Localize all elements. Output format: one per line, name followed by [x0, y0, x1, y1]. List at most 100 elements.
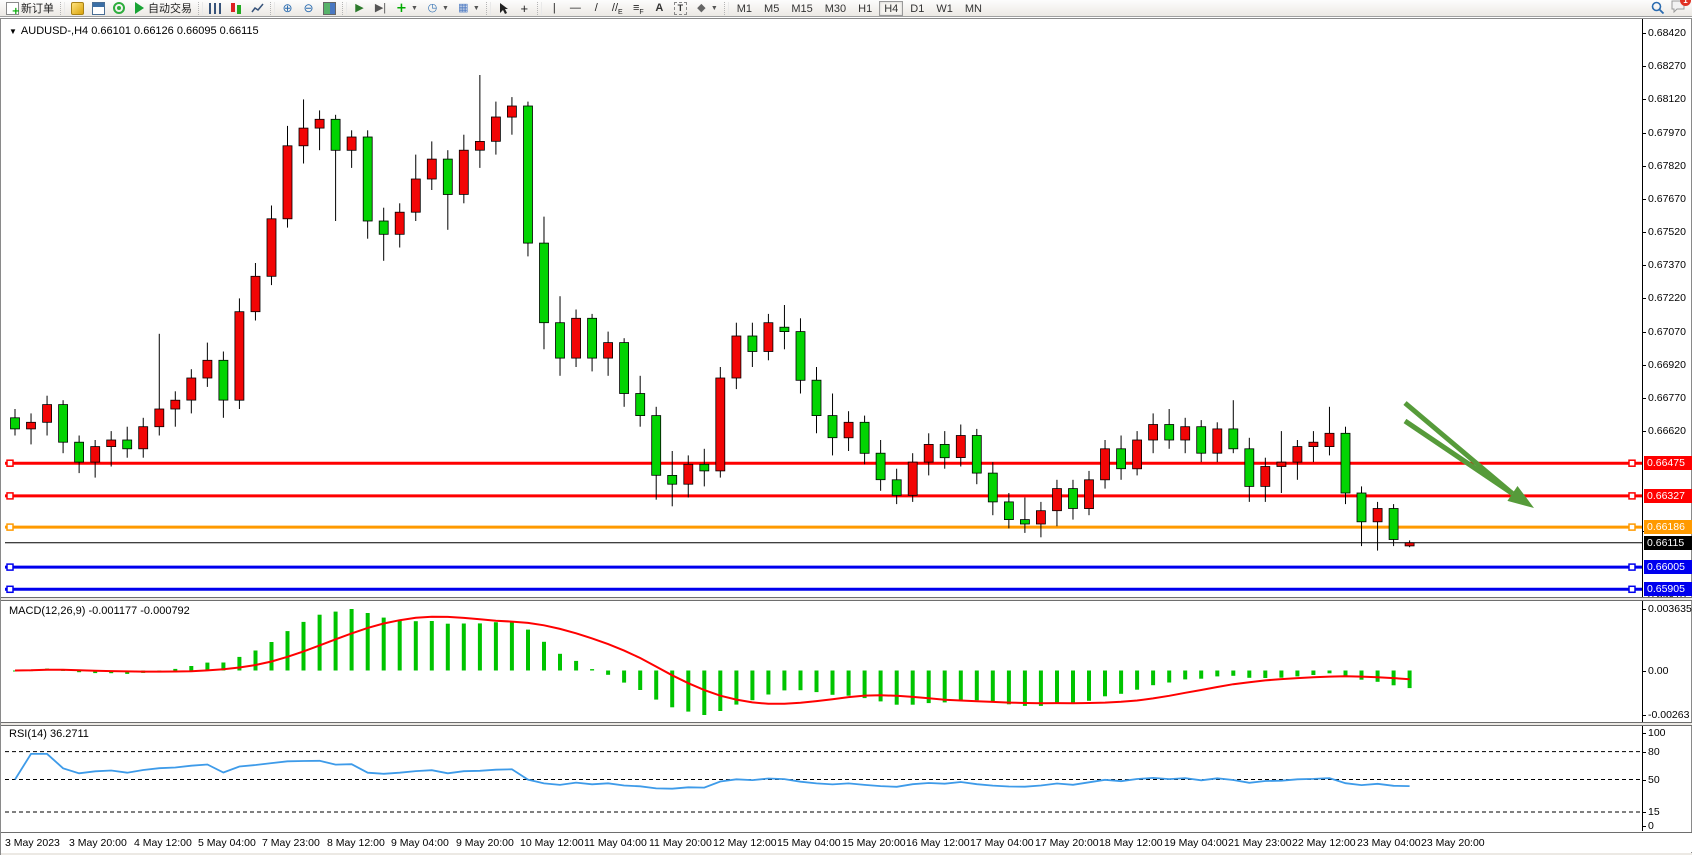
zoom-in-button[interactable]: ⊕: [277, 1, 298, 16]
price-tick-label: 0.67520: [1648, 226, 1686, 238]
tile-windows-button[interactable]: [319, 1, 340, 16]
candlestick-chart-button[interactable]: [226, 1, 247, 16]
axis-tick-mark: [1642, 733, 1646, 734]
line-price-label: 0.66475: [1644, 456, 1692, 470]
separator: [270, 1, 275, 15]
pane-separator[interactable]: [1, 597, 1692, 601]
time-tick-label: 21 May 23:00: [1228, 837, 1292, 849]
line-chart-button[interactable]: [247, 1, 268, 16]
horizontal-line-object[interactable]: [5, 585, 1642, 594]
line-handle[interactable]: [6, 523, 14, 531]
collapse-triangle-icon[interactable]: ▼: [9, 27, 17, 36]
axis-tick-mark: [1642, 715, 1646, 716]
cursor-tool-button[interactable]: [493, 1, 514, 16]
fibonacci-tool-button[interactable]: ≡F: [628, 1, 649, 16]
signal-icon: [113, 2, 125, 14]
timeframe-button-m1[interactable]: M1: [736, 2, 753, 15]
chart-shift-icon: ▶|: [374, 1, 387, 14]
timeframe-button-m5[interactable]: M5: [764, 2, 780, 15]
timeframe-button-d1[interactable]: D1: [910, 2, 925, 15]
templates-button[interactable]: ▦ ▼: [453, 1, 484, 16]
macd-tick-label: -0.00263: [1648, 709, 1690, 721]
line-handle[interactable]: [1628, 459, 1636, 467]
time-tick-label: 8 May 12:00: [327, 837, 385, 849]
auto-scroll-button[interactable]: ▶: [349, 1, 370, 16]
notifications-button[interactable]: 1: [1671, 0, 1691, 16]
indicators-button[interactable]: + ▼: [391, 1, 422, 16]
zoom-out-button[interactable]: ⊖: [298, 1, 319, 16]
timeframe-button-w1[interactable]: W1: [936, 2, 953, 15]
crosshair-icon: +: [520, 0, 529, 16]
trend-arrow-annotation[interactable]: [1403, 401, 1534, 508]
label-tool-button[interactable]: T: [670, 1, 691, 16]
line-handle[interactable]: [1628, 523, 1636, 531]
line-handle[interactable]: [6, 492, 14, 500]
axis-tick-mark: [1642, 232, 1646, 233]
line-handle[interactable]: [1628, 585, 1636, 594]
time-tick-label: 9 May 20:00: [456, 837, 514, 849]
axis-tick-mark: [1642, 133, 1646, 134]
tile-windows-icon: [323, 1, 336, 15]
text-tool-button[interactable]: A: [649, 1, 670, 16]
line-handle[interactable]: [6, 585, 14, 594]
timeframe-button-h4[interactable]: H4: [879, 0, 904, 16]
time-tick-label: 17 May 04:00: [970, 837, 1034, 849]
autotrading-play-icon: [135, 2, 144, 14]
horizontal-line-object[interactable]: [5, 492, 1642, 500]
bar-chart-button[interactable]: [205, 1, 226, 16]
rsi-tick-label: 0: [1648, 820, 1654, 832]
price-tick-label: 0.66920: [1648, 359, 1686, 371]
channel-tool-button[interactable]: //E: [607, 1, 628, 16]
horizontal-line-object[interactable]: [5, 563, 1642, 571]
price-axis-border: [1642, 19, 1643, 831]
market-watch-button[interactable]: [88, 1, 109, 16]
line-handle[interactable]: [6, 563, 14, 571]
horizontal-line-tool-button[interactable]: —: [565, 1, 586, 16]
search-icon[interactable]: [1651, 1, 1665, 15]
pane-separator[interactable]: [1, 722, 1692, 726]
arrows-tool-button[interactable]: ◆ ▼: [691, 1, 722, 16]
timeframe-button-mn[interactable]: MN: [964, 2, 982, 15]
timeframe-button-h1[interactable]: H1: [858, 2, 873, 15]
chart-window[interactable]: ▼ AUDUSD-,H4 0.66101 0.66126 0.66095 0.66…: [0, 18, 1692, 855]
line-handle[interactable]: [6, 459, 14, 467]
price-tick-label: 0.67820: [1648, 160, 1686, 172]
time-tick-label: 17 May 20:00: [1035, 837, 1099, 849]
styles-button[interactable]: [67, 1, 88, 16]
line-handle[interactable]: [1628, 563, 1636, 571]
axis-tick-mark: [1642, 166, 1646, 167]
timeframe-button-m30[interactable]: M30: [824, 2, 847, 15]
time-tick-label: 11 May 04:00: [584, 837, 647, 849]
separator: [485, 1, 491, 15]
horizontal-line-object[interactable]: [5, 523, 1642, 531]
trendline-tool-button[interactable]: /: [586, 1, 607, 16]
time-tick-label: 11 May 20:00: [649, 837, 712, 849]
line-handle[interactable]: [1628, 492, 1636, 500]
time-axis[interactable]: 3 May 2023 3 May 20:00 4 May 12:00 5 May 04…: [1, 832, 1692, 852]
chart-shift-button[interactable]: ▶|: [370, 1, 391, 16]
new-order-button[interactable]: + 新订单: [2, 1, 58, 16]
periods-button[interactable]: ◷ ▼: [422, 1, 453, 16]
rsi-tick-label: 50: [1648, 774, 1660, 786]
price-tick-label: 0.67070: [1648, 326, 1686, 338]
time-tick-label: 23 May 04:00: [1357, 837, 1421, 849]
horizontal-line-object[interactable]: [5, 459, 1642, 467]
vertical-line-tool-button[interactable]: |: [544, 1, 565, 16]
timeframe-button-m15[interactable]: M15: [791, 2, 813, 15]
axis-tick-mark: [1642, 33, 1646, 34]
chart-title: ▼ AUDUSD-,H4 0.66101 0.66126 0.66095 0.66…: [9, 25, 259, 37]
signals-button[interactable]: [109, 1, 129, 16]
price-tick-label: 0.68120: [1648, 93, 1686, 105]
time-tick-label: 5 May 04:00: [198, 837, 256, 849]
market-watch-icon: [92, 1, 105, 15]
template-icon: ▦: [458, 1, 469, 14]
price-tick-label: 0.68420: [1648, 27, 1686, 39]
crosshair-tool-button[interactable]: +: [514, 1, 535, 16]
time-tick-label: 22 May 12:00: [1292, 837, 1356, 849]
autotrading-button[interactable]: 自动交易: [129, 1, 196, 16]
axis-tick-mark: [1642, 398, 1646, 399]
text-tool-icon: A: [655, 1, 664, 14]
chart-plot[interactable]: [1, 19, 1692, 855]
axis-tick-mark: [1642, 99, 1646, 100]
axis-tick-mark: [1642, 609, 1646, 610]
